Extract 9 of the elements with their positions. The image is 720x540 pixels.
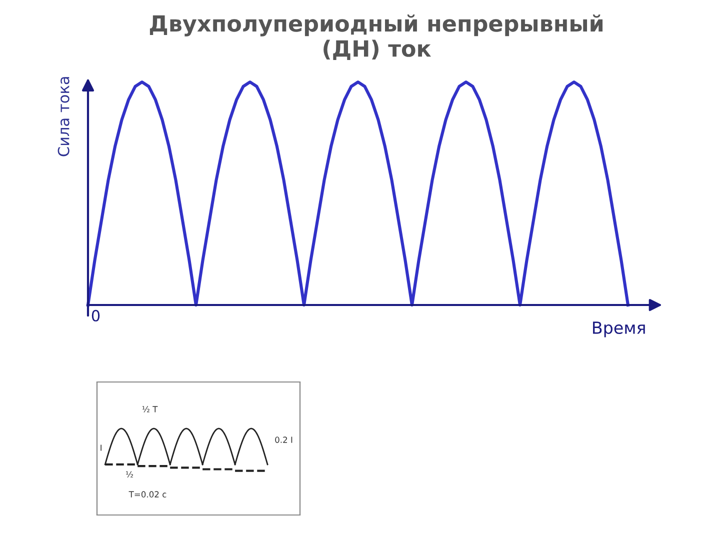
text: 0.2 I <box>275 436 292 443</box>
text: T=0.02 c <box>128 491 166 498</box>
text: 0 <box>92 310 100 322</box>
text: ½ <box>126 471 133 478</box>
text: I <box>100 444 102 451</box>
y-axis-title: Сила тока <box>58 77 70 156</box>
x-axis-title: Время <box>593 322 645 338</box>
text: ½ T <box>142 406 158 412</box>
chart-title: Двухполупериодный непрерывный (ДН) ток <box>150 14 603 60</box>
